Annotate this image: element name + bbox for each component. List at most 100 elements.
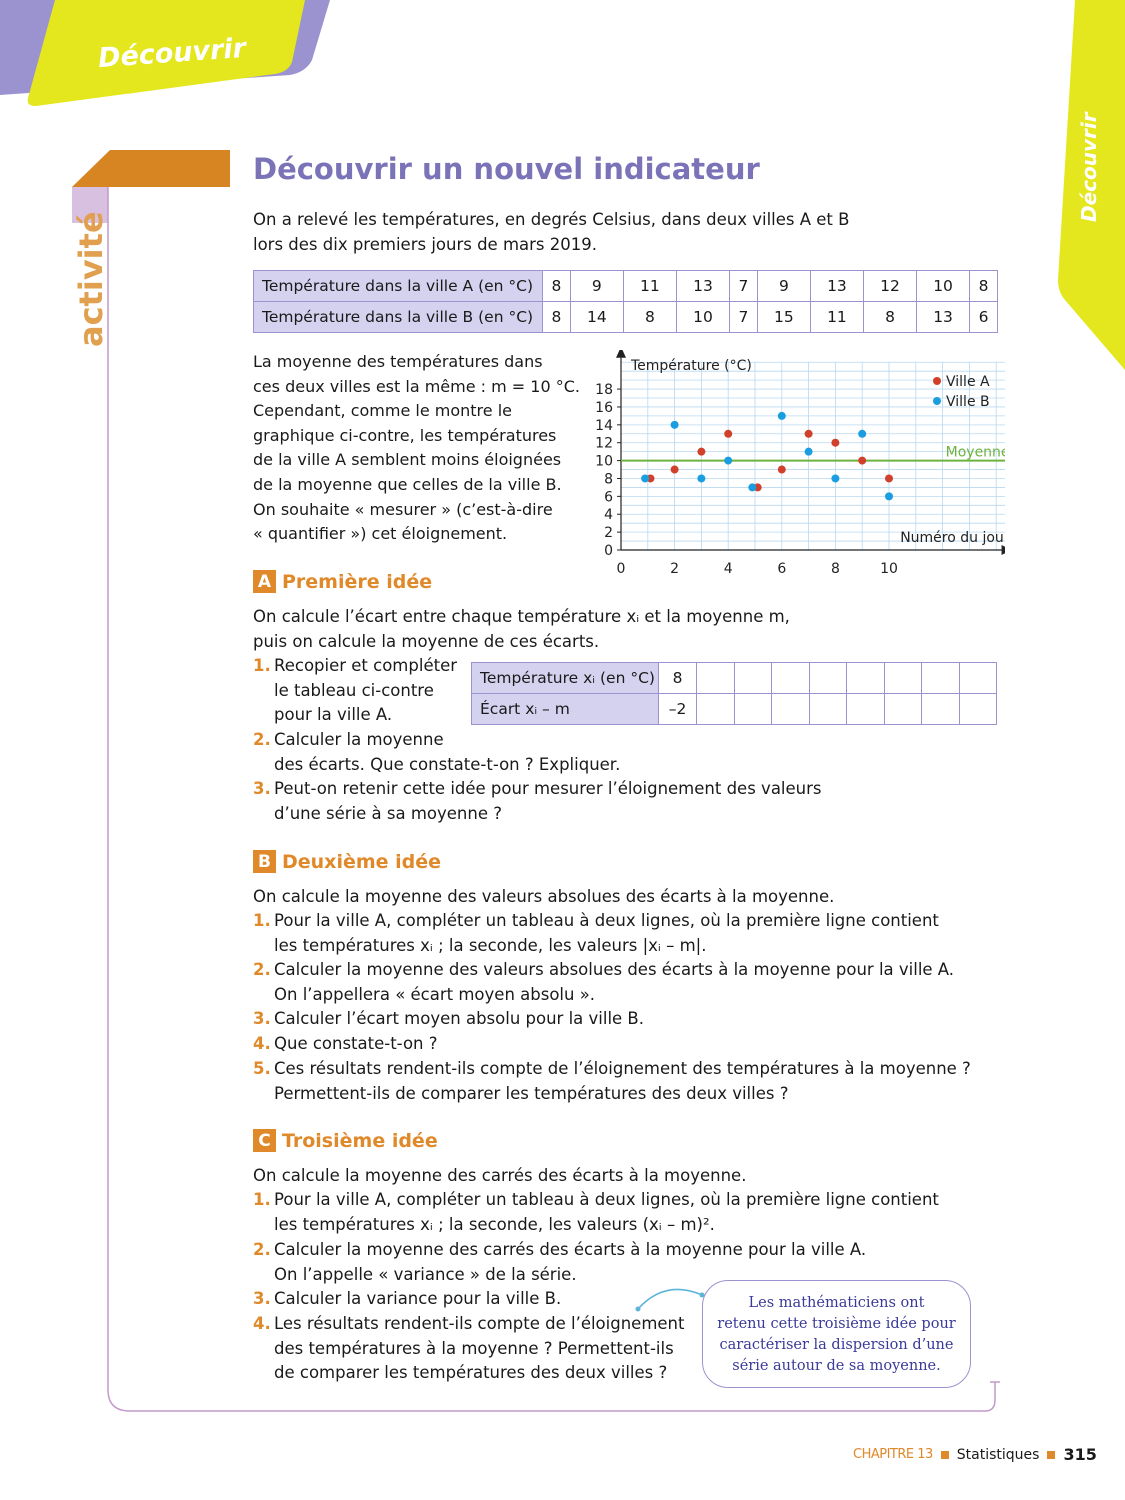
x-tick-label: 4 — [724, 561, 733, 577]
x-axis-label: Numéro du jour — [900, 530, 1005, 546]
question-item: 4. Que constate-t-on ? — [253, 1032, 438, 1057]
paragraph-line: « quantifier ») cet éloignement. — [253, 524, 508, 544]
question-item: 1. Pour la ville A, compléter un tableau … — [253, 1188, 939, 1237]
temperature-table: Température dans la ville A (en °C) 8 9 11… — [253, 270, 998, 333]
question-text: les températures xᵢ ; la seconde, les va… — [274, 1214, 715, 1234]
empty-cell — [808, 693, 847, 725]
empty-cell — [771, 662, 810, 694]
data-point-ville-a — [858, 456, 867, 465]
mean-line-label: Moyenne — [946, 445, 1005, 461]
question-number: 1. — [253, 1190, 271, 1209]
cell: 14 — [569, 301, 624, 333]
cell: 15 — [756, 301, 811, 333]
question-item: 4. Les résultats rendent-ils compte de l’… — [253, 1312, 684, 1386]
question-item: 5. Ces résultats rendent-ils compte de l’… — [253, 1057, 971, 1106]
question-item: 3. Calculer l’écart moyen absolu pour la … — [253, 1007, 644, 1032]
question-text: Calculer la moyenne des valeurs absolues… — [274, 960, 955, 979]
data-point-ville-b — [748, 483, 757, 492]
question-number: 4. — [253, 1034, 271, 1053]
bubble-line: caractériser la dispersion d’une — [719, 1337, 954, 1353]
y-tick-label: 2 — [604, 525, 613, 541]
x-tick-label: 8 — [831, 561, 840, 577]
data-point-ville-a — [777, 465, 786, 474]
question-text: Calculer la moyenne des carrés des écart… — [274, 1240, 867, 1259]
cell: 10 — [675, 301, 731, 333]
intro-line: puis on calcule la moyenne de ces écarts… — [253, 631, 600, 651]
question-text: Ces résultats rendent-ils compte de l’él… — [274, 1059, 971, 1078]
row-label: Température dans la ville B (en °C) — [253, 301, 543, 333]
data-point-ville-a — [831, 438, 840, 447]
question-text: Calculer l’écart moyen absolu pour la vi… — [274, 1009, 644, 1028]
sectionB-heading: B Deuxième idée — [253, 850, 441, 873]
empty-cell — [958, 662, 997, 694]
question-text: le tableau ci-contre — [274, 680, 434, 700]
question-number: 1. — [253, 656, 271, 675]
table-row: Température dans la ville B (en °C) 8 14 8… — [253, 301, 998, 333]
section-title: Première idée — [282, 570, 433, 593]
cell: 13 — [809, 270, 864, 302]
data-point-ville-b — [858, 429, 867, 438]
question-text: Les résultats rendent-ils compte de l’él… — [274, 1314, 685, 1333]
x-tick-label: 0 — [617, 561, 626, 577]
intro: On a relevé les températures, en degrés … — [253, 208, 849, 257]
intro-line: On a relevé les températures, en degrés … — [253, 210, 850, 229]
empty-cell — [883, 662, 922, 694]
cell: 8 — [542, 301, 571, 333]
question-number: 1. — [253, 911, 271, 930]
top-banner — [0, 0, 330, 106]
row-label: Température xᵢ (en °C) — [471, 662, 659, 694]
y-tick-label: 18 — [595, 382, 613, 398]
cell: 7 — [729, 270, 758, 302]
x-tick-label: 10 — [880, 561, 898, 577]
question-number: 4. — [253, 1314, 271, 1333]
section-badge: C — [253, 1129, 276, 1152]
question-item: 3. Peut-on retenir cette idée pour mesure… — [253, 777, 822, 826]
paragraph-line: de la ville A semblent moins éloignées — [253, 450, 562, 470]
question-number: 3. — [253, 1009, 271, 1028]
empty-cell — [846, 662, 885, 694]
bubble-line: Les mathématiciens ont — [748, 1295, 925, 1311]
y-tick-label: 12 — [595, 436, 613, 452]
question-text: Recopier et compléter — [274, 656, 457, 675]
cell: 7 — [729, 301, 758, 333]
question-text: On l’appellera « écart moyen absolu ». — [274, 984, 596, 1004]
square-icon — [940, 1450, 949, 1459]
question-text: Permettent-ils de comparer les températu… — [274, 1083, 789, 1103]
question-text: Peut-on retenir cette idée pour mesurer … — [274, 779, 822, 798]
cell: 6 — [969, 301, 998, 333]
question-item: 3. Calculer la variance pour la ville B. — [253, 1287, 561, 1312]
cell: 8 — [542, 270, 571, 302]
page-title: Découvrir un nouvel indicateur — [253, 152, 760, 186]
cell: 10 — [916, 270, 971, 302]
empty-cell — [771, 693, 810, 725]
data-point-ville-b — [831, 474, 840, 483]
empty-cell — [808, 662, 847, 694]
y-tick-label: 4 — [604, 507, 613, 523]
cell: 9 — [756, 270, 811, 302]
paragraph-line: de la moyenne que celles de la ville B. — [253, 474, 562, 494]
cell: 11 — [809, 301, 864, 333]
question-number: 3. — [253, 1289, 271, 1308]
x-axis-arrow — [1001, 545, 1005, 555]
empty-cell — [696, 693, 735, 725]
info-bubble: Les mathématiciens ont retenu cette trois… — [702, 1280, 971, 1388]
question-text: Calculer la variance pour la ville B. — [274, 1289, 562, 1308]
paragraph-line: graphique ci-contre, les températures — [253, 425, 557, 445]
data-point-ville-a — [724, 429, 733, 438]
empty-cell — [958, 693, 997, 725]
side-tab — [1058, 0, 1125, 370]
intro-line: On calcule l’écart entre chaque températ… — [253, 607, 790, 626]
question-item: 1. Pour la ville A, compléter un tableau … — [253, 909, 939, 958]
question-text: Que constate-t-on ? — [274, 1034, 438, 1053]
legend-label: Ville A — [946, 374, 990, 390]
data-point-ville-a — [670, 465, 679, 474]
y-axis-label: Température (°C) — [630, 358, 752, 374]
question-text: Pour la ville A, compléter un tableau à … — [274, 1190, 939, 1209]
question-number: 5. — [253, 1059, 271, 1078]
cell: 13 — [916, 301, 971, 333]
bubble-line: retenu cette troisième idée pour — [717, 1316, 956, 1332]
legend-marker — [933, 397, 941, 405]
footer: CHAPITRE 13 Statistiques 315 — [853, 1445, 1097, 1464]
question-text: de comparer les températures des deux vi… — [274, 1363, 668, 1383]
legend-marker — [933, 377, 941, 385]
